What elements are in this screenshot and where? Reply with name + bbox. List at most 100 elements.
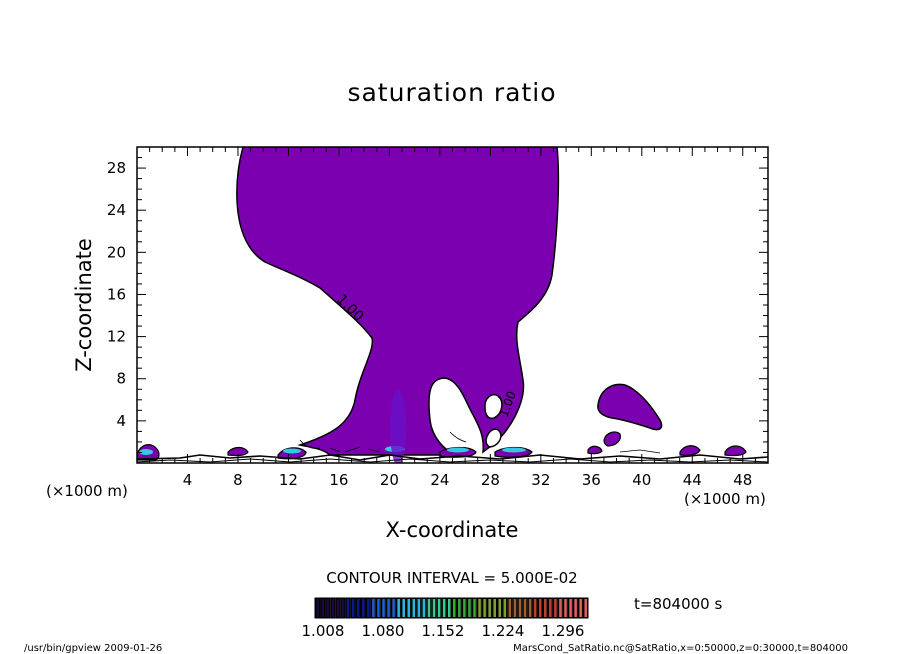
- surface-noise: [137, 454, 768, 461]
- colorbar-stripe: [538, 599, 542, 617]
- colorbar-stripe: [356, 599, 360, 617]
- colorbar-stripe: [326, 599, 330, 617]
- colorbar-tick-label: 1.224: [482, 622, 525, 640]
- colorbar-stripe: [382, 599, 385, 617]
- y-axis-label: Z-coordinate: [72, 238, 96, 372]
- x-tick-label: 36: [582, 471, 601, 489]
- colorbar-stripe: [463, 599, 466, 617]
- highlight-2: [283, 448, 301, 454]
- x-tick-label: 44: [683, 471, 702, 489]
- colorbar-stripe: [351, 599, 355, 617]
- x-axis: 4 8 12 16 20 24 28 32 36 40 44 48: [149, 147, 756, 489]
- colorbar-stripe: [528, 599, 532, 617]
- colorbar-stripe: [336, 599, 340, 617]
- colorbar-stripe: [387, 599, 390, 617]
- y-tick-label: 28: [107, 159, 126, 177]
- x-tick-label: 24: [430, 471, 449, 489]
- colorbar-stripe: [518, 599, 522, 617]
- surface-noise-3: [299, 431, 661, 454]
- colorbar-stripe: [554, 599, 557, 617]
- surface-noise-2: [137, 458, 768, 463]
- colorbar-stripe: [427, 599, 431, 617]
- colorbar-stripe: [559, 599, 562, 617]
- colorbar-stripe: [584, 599, 587, 617]
- colorbar: [315, 598, 588, 618]
- surface-blob-f: [587, 445, 603, 455]
- x-tick-label: 28: [481, 471, 500, 489]
- colorbar-stripe: [523, 599, 527, 617]
- footer-left: /usr/bin/gpview 2009-01-26: [24, 643, 162, 654]
- x-unit-left: (×1000 m): [46, 482, 128, 500]
- highlight-3: [447, 447, 469, 453]
- x-tick-label: 32: [531, 471, 550, 489]
- colorbar-ticks: 1.008 1.080 1.152 1.224 1.296: [302, 622, 585, 640]
- surface-blob-e: [227, 446, 249, 457]
- colorbar-stripe: [437, 599, 441, 617]
- inner-darker: [390, 390, 406, 463]
- x-tick-label: 40: [632, 471, 651, 489]
- y-tick-label: 8: [116, 370, 126, 388]
- hole-1: [484, 394, 503, 420]
- colorbar-stripe: [442, 599, 446, 617]
- colorbar-stripe: [458, 599, 461, 617]
- colorbar-stripe: [402, 599, 405, 617]
- surface-blob-g: [679, 445, 701, 456]
- colorbar-stripe: [498, 599, 502, 617]
- colorbar-stripe: [564, 599, 567, 617]
- x-unit-right: (×1000 m): [684, 490, 766, 508]
- colorbar-stripe: [331, 599, 335, 617]
- colorbar-stripe: [341, 599, 345, 617]
- colorbar-stripe: [407, 599, 411, 617]
- colorbar-stripe: [377, 599, 380, 617]
- colorbar-stripe: [508, 599, 512, 617]
- colorbar-stripe: [503, 599, 507, 617]
- colorbar-stripe: [321, 599, 325, 617]
- surface-blob-h: [724, 445, 747, 457]
- footer-right: MarsCond_SatRatio.nc@SatRatio,x=0:50000,…: [513, 643, 848, 654]
- x-tick-label: 12: [279, 471, 298, 489]
- right-blob: [597, 383, 663, 431]
- colorbar-stripe: [544, 599, 547, 617]
- small-blob-1: [603, 431, 621, 447]
- highlight-4: [502, 447, 526, 453]
- colorbar-tick-label: 1.008: [302, 622, 345, 640]
- colorbar-stripe: [412, 599, 416, 617]
- colorbar-stripe: [346, 599, 350, 617]
- colorbar-stripe: [569, 599, 572, 617]
- colorbar-tick-label: 1.080: [362, 622, 405, 640]
- plume-region: [236, 147, 560, 456]
- x-tick-label: 48: [733, 471, 752, 489]
- colorbar-stripe: [574, 599, 577, 617]
- y-tick-label: 12: [107, 328, 126, 346]
- colorbar-stripe: [453, 599, 456, 617]
- colorbar-stripe: [533, 599, 537, 617]
- colorbar-stripe: [579, 599, 582, 617]
- colorbar-stripe: [367, 599, 370, 617]
- highlight-1: [139, 449, 153, 455]
- colorbar-stripe: [432, 599, 436, 617]
- colorbar-stripe: [483, 599, 486, 617]
- colorbar-stripe: [478, 599, 481, 617]
- colorbar-stripe: [513, 599, 517, 617]
- y-tick-label: 4: [116, 412, 126, 430]
- colorbar-frame: [314, 597, 589, 619]
- colorbar-stripe: [488, 599, 491, 617]
- y-tick-label: 20: [107, 243, 126, 261]
- x-tick-label: 4: [183, 471, 193, 489]
- colorbar-stripe: [422, 599, 426, 617]
- colorbar-stripe: [468, 599, 471, 617]
- y-tick-label: 16: [107, 285, 126, 303]
- x-tick-label: 16: [329, 471, 348, 489]
- y-axis: 4 8 12 16 20 24 28: [107, 157, 768, 453]
- colorbar-stripe: [447, 599, 451, 617]
- colorbar-tick-label: 1.296: [542, 622, 585, 640]
- hole-2: [485, 428, 502, 448]
- contour-interval: CONTOUR INTERVAL = 5.000E-02: [326, 569, 577, 587]
- colorbar-stripe: [316, 599, 320, 617]
- colorbar-stripe: [493, 599, 496, 617]
- x-tick-label: 8: [233, 471, 243, 489]
- colorbar-stripe: [397, 599, 400, 617]
- y-tick-label: 24: [107, 201, 126, 219]
- colorbar-stripe: [473, 599, 476, 617]
